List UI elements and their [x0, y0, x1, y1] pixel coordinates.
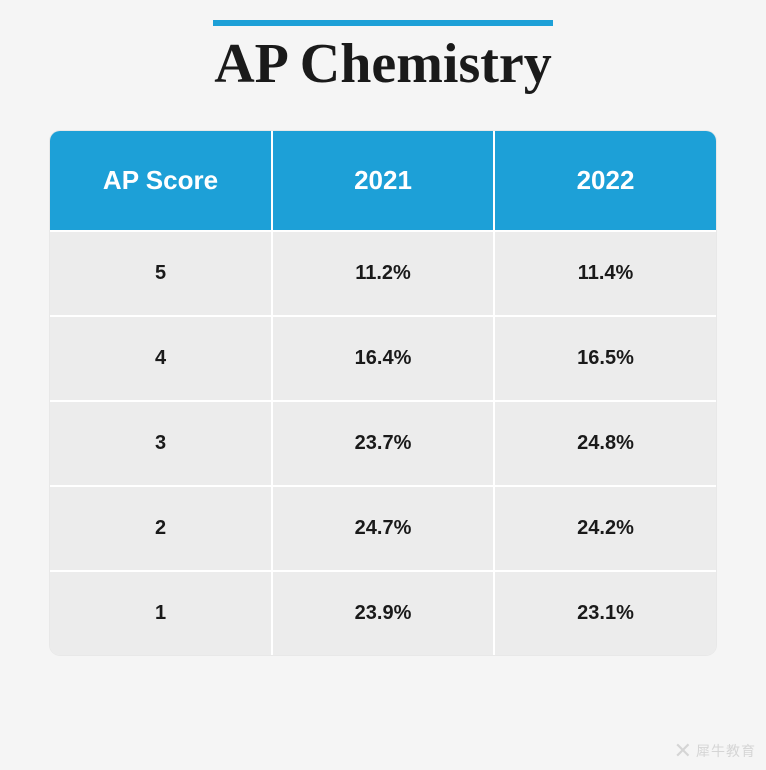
page-title: AP Chemistry: [50, 34, 716, 96]
cell-2021: 11.2%: [272, 231, 494, 316]
cell-score: 1: [50, 571, 272, 655]
cell-score: 3: [50, 401, 272, 486]
cell-2022: 24.2%: [494, 486, 716, 571]
cell-2022: 23.1%: [494, 571, 716, 655]
table-row: 1 23.9% 23.1%: [50, 571, 716, 655]
col-header-2021: 2021: [272, 131, 494, 231]
table-row: 5 11.2% 11.4%: [50, 231, 716, 316]
table-row: 4 16.4% 16.5%: [50, 316, 716, 401]
cell-2021: 23.7%: [272, 401, 494, 486]
title-accent-bar: [213, 20, 553, 26]
cell-score: 2: [50, 486, 272, 571]
title-block: AP Chemistry: [50, 20, 716, 96]
cell-2022: 24.8%: [494, 401, 716, 486]
cell-2021: 23.9%: [272, 571, 494, 655]
cell-2021: 16.4%: [272, 316, 494, 401]
table-body: 5 11.2% 11.4% 4 16.4% 16.5% 3 23.7% 24.8…: [50, 231, 716, 655]
page-container: AP Chemistry AP Score 2021 2022 5 11.2% …: [0, 0, 766, 695]
cell-2022: 16.5%: [494, 316, 716, 401]
table-header-row: AP Score 2021 2022: [50, 131, 716, 231]
watermark: ✕ 犀牛教育: [674, 738, 756, 764]
score-table: AP Score 2021 2022 5 11.2% 11.4% 4 16.4%…: [50, 131, 716, 655]
table-header: AP Score 2021 2022: [50, 131, 716, 231]
score-table-wrap: AP Score 2021 2022 5 11.2% 11.4% 4 16.4%…: [50, 131, 716, 655]
watermark-icon: ✕: [674, 738, 692, 764]
cell-2021: 24.7%: [272, 486, 494, 571]
watermark-text: 犀牛教育: [696, 741, 756, 761]
cell-2022: 11.4%: [494, 231, 716, 316]
cell-score: 5: [50, 231, 272, 316]
table-row: 3 23.7% 24.8%: [50, 401, 716, 486]
table-row: 2 24.7% 24.2%: [50, 486, 716, 571]
cell-score: 4: [50, 316, 272, 401]
col-header-2022: 2022: [494, 131, 716, 231]
col-header-score: AP Score: [50, 131, 272, 231]
